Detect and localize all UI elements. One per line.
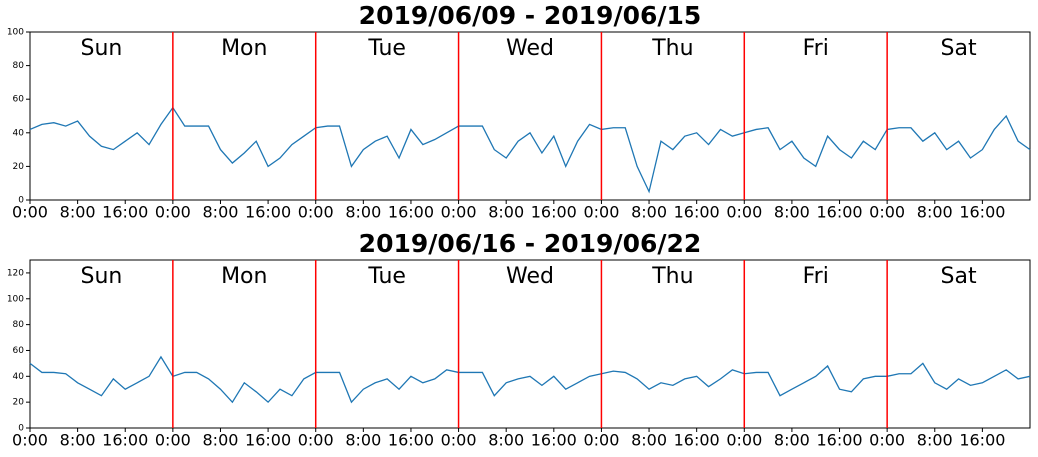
x-tick-label: 0:00 [12,203,48,222]
x-tick-label: 8:00 [60,203,96,222]
y-tick-label: 0 [18,424,24,434]
x-tick-label: 8:00 [917,203,953,222]
chart-title: 2019/06/16 - 2019/06/22 [359,229,702,258]
x-tick-label: 16:00 [959,431,1005,450]
day-label: Wed [506,264,554,289]
x-tick-label: 16:00 [674,203,720,222]
y-tick-label: 60 [13,95,25,105]
x-tick-label: 8:00 [488,203,524,222]
day-label: Sat [941,36,977,61]
x-tick-label: 8:00 [631,203,667,222]
day-label: Mon [221,264,267,289]
x-tick-label: 16:00 [388,203,434,222]
x-tick-label: 0:00 [155,203,191,222]
x-tick-label: 16:00 [102,203,148,222]
x-tick-label: 8:00 [345,431,381,450]
day-label: Thu [651,36,693,61]
day-label: Tue [367,264,406,289]
x-tick-label: 8:00 [60,431,96,450]
chart-title: 2019/06/09 - 2019/06/15 [359,1,702,30]
plot-area [29,259,1031,429]
x-tick-label: 16:00 [531,203,577,222]
x-tick-label: 8:00 [345,203,381,222]
x-tick-label: 16:00 [245,203,291,222]
day-label: Sat [941,264,977,289]
y-tick-label: 40 [13,128,25,138]
x-tick-label: 16:00 [245,431,291,450]
x-tick-label: 0:00 [441,431,477,450]
x-tick-label: 8:00 [774,203,810,222]
x-tick-label: 0:00 [726,431,762,450]
x-tick-label: 0:00 [298,431,334,450]
x-tick-label: 8:00 [203,203,239,222]
x-tick-label: 8:00 [774,431,810,450]
y-tick-label: 0 [18,196,24,206]
x-tick-label: 16:00 [674,431,720,450]
day-label: Sun [80,36,122,61]
y-tick-label: 120 [7,268,24,278]
y-tick-label: 20 [13,162,25,172]
plot-area [29,31,1031,201]
y-tick-label: 80 [13,320,25,330]
x-tick-label: 0:00 [583,203,619,222]
day-label: Mon [221,36,267,61]
x-tick-label: 8:00 [203,431,239,450]
x-tick-label: 8:00 [917,431,953,450]
y-tick-label: 100 [7,294,24,304]
x-tick-label: 16:00 [102,431,148,450]
x-tick-label: 0:00 [441,203,477,222]
day-label: Sun [80,264,122,289]
x-tick-label: 0:00 [298,203,334,222]
x-tick-label: 0:00 [869,203,905,222]
x-tick-label: 16:00 [388,431,434,450]
y-tick-label: 80 [13,61,25,71]
x-tick-label: 0:00 [12,431,48,450]
day-label: Fri [803,36,829,61]
x-tick-label: 8:00 [488,431,524,450]
x-tick-label: 8:00 [631,431,667,450]
data-line [29,106,1031,194]
day-label: Thu [651,264,693,289]
x-tick-label: 0:00 [583,431,619,450]
y-tick-label: 100 [7,28,24,38]
x-tick-label: 16:00 [959,203,1005,222]
y-tick-label: 40 [13,372,25,382]
y-tick-label: 20 [13,398,25,408]
day-label: Wed [506,36,554,61]
y-tick-label: 60 [13,346,25,356]
day-label: Tue [367,36,406,61]
x-tick-label: 16:00 [531,431,577,450]
x-tick-label: 16:00 [816,431,862,450]
day-label: Fri [803,264,829,289]
x-tick-label: 0:00 [726,203,762,222]
x-tick-label: 16:00 [816,203,862,222]
x-tick-label: 0:00 [869,431,905,450]
data-line [29,355,1031,404]
x-tick-label: 0:00 [155,431,191,450]
